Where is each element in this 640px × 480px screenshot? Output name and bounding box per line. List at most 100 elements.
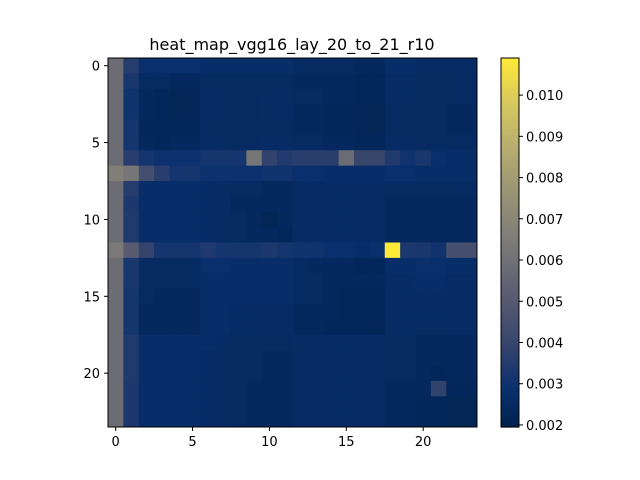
heatmap-cells	[108, 58, 478, 428]
heatmap-cell	[246, 288, 263, 305]
heatmap-cell	[446, 58, 463, 74]
heatmap-cell	[446, 165, 463, 182]
heatmap-cell	[338, 257, 355, 274]
heatmap-cell	[231, 104, 247, 120]
heatmap-cell	[446, 411, 463, 428]
heatmap-cell	[108, 181, 124, 197]
heatmap-cell	[307, 134, 324, 151]
heatmap-cell	[246, 365, 263, 382]
heatmap-cell	[154, 380, 170, 397]
heatmap-cell	[169, 88, 186, 105]
y-tick-label: 15	[83, 290, 100, 305]
heatmap-cell	[446, 350, 463, 366]
heatmap-cell	[200, 181, 217, 197]
heatmap-cell	[123, 242, 140, 259]
heatmap-cell	[169, 288, 186, 305]
heatmap-cell	[323, 396, 340, 413]
heatmap-cell	[292, 119, 309, 136]
colorbar-frame	[500, 57, 520, 428]
heatmap-cell	[215, 242, 232, 259]
heatmap-cell	[384, 411, 401, 428]
colorbar-segment	[501, 153, 519, 157]
heatmap-cell	[415, 365, 432, 382]
heatmap-cell	[307, 411, 324, 428]
heatmap-cell	[307, 304, 324, 320]
heatmap-cell	[184, 104, 201, 120]
heatmap-cell	[200, 257, 217, 274]
colorbar-segment	[501, 64, 519, 68]
heatmap-cell	[415, 119, 432, 136]
heatmap-cell	[246, 396, 263, 413]
x-tick-label: 20	[415, 435, 432, 450]
heatmap-cell	[200, 242, 217, 259]
heatmap-cell	[292, 242, 309, 259]
heatmap-cell	[277, 273, 293, 290]
heatmap-cell	[184, 181, 201, 197]
heatmap-cell	[415, 134, 432, 151]
heatmap-cell	[292, 319, 309, 336]
colorbar-segment	[501, 208, 519, 213]
heatmap-cell	[292, 273, 309, 290]
heatmap-cell	[246, 411, 263, 428]
heatmap-cell	[277, 134, 293, 151]
heatmap-cell	[169, 396, 186, 413]
heatmap-cell	[384, 242, 401, 259]
heatmap-cell	[261, 380, 278, 397]
heatmap-cell	[261, 411, 278, 428]
colorbar-segment	[501, 196, 519, 201]
heatmap-cell	[200, 150, 217, 167]
heatmap-cell	[307, 181, 324, 197]
heatmap-cell	[354, 380, 370, 397]
heatmap-cell	[261, 319, 278, 336]
heatmap-cell	[261, 227, 278, 243]
colorbar-segment	[501, 125, 519, 130]
heatmap-cell	[169, 365, 186, 382]
heatmap-cell	[354, 104, 370, 120]
heatmap-cell	[446, 181, 463, 197]
colorbar-tick-label: 0.005	[526, 295, 563, 310]
colorbar-segment	[501, 267, 519, 271]
heatmap-cell	[338, 242, 355, 259]
colorbar-segment	[501, 390, 519, 394]
colorbar-segment	[501, 131, 519, 136]
heatmap-cell	[307, 150, 324, 167]
heatmap-cell	[415, 165, 432, 182]
colorbar-segment	[501, 377, 519, 382]
heatmap-cell	[138, 73, 155, 90]
heatmap-cell	[154, 181, 170, 197]
heatmap-cell	[138, 227, 155, 243]
heatmap-cell	[246, 119, 263, 136]
heatmap-cell	[354, 165, 370, 182]
heatmap-cell	[200, 350, 217, 366]
heatmap-cell	[231, 319, 247, 336]
heatmap-cell	[108, 196, 124, 213]
colorbar-segment	[501, 137, 519, 142]
heatmap-cell	[430, 319, 447, 336]
heatmap-cell	[200, 165, 217, 182]
heatmap-cell	[354, 150, 370, 167]
colorbar-tick-label: 0.008	[526, 172, 563, 187]
heatmap-cell	[277, 257, 293, 274]
heatmap-cell	[461, 88, 478, 105]
heatmap-cell	[108, 119, 124, 136]
heatmap-cell	[215, 227, 232, 243]
heatmap-cell	[369, 134, 386, 151]
heatmap-cell	[184, 334, 201, 351]
colorbar-segment	[501, 368, 519, 373]
heatmap-cell	[138, 304, 155, 320]
heatmap-cell	[215, 134, 232, 151]
heatmap-cell	[338, 119, 355, 136]
heatmap-cell	[369, 88, 386, 105]
heatmap-cell	[384, 73, 401, 90]
heatmap-cell	[292, 411, 309, 428]
heatmap-cell	[123, 119, 140, 136]
heatmap-cell	[446, 365, 463, 382]
heatmap-cell	[231, 365, 247, 382]
heatmap-cell	[246, 58, 263, 74]
heatmap-cell	[184, 58, 201, 74]
heatmap-cell	[184, 304, 201, 320]
heatmap-cell	[354, 350, 370, 366]
colorbar-segment	[501, 251, 519, 256]
heatmap-cell	[231, 150, 247, 167]
heatmap-cell	[184, 73, 201, 90]
